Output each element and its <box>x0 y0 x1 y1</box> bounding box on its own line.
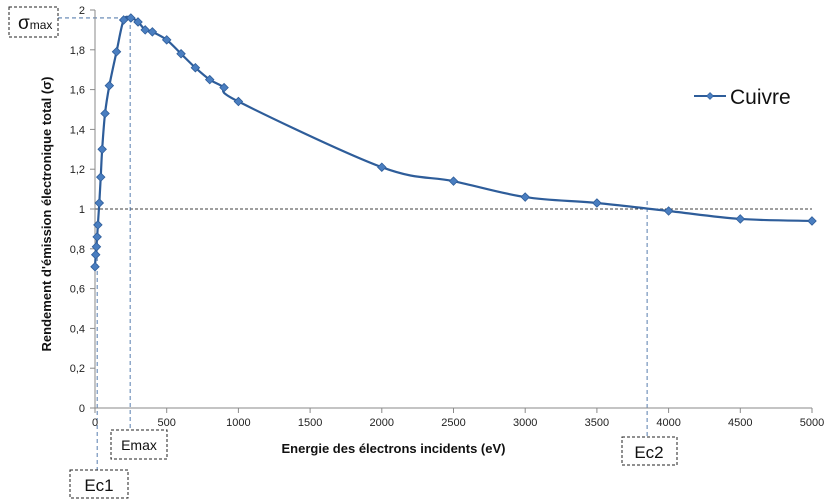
data-point <box>100 108 110 119</box>
x-tick-label: 4500 <box>728 417 752 429</box>
data-point <box>126 13 136 23</box>
legend: Cuivre <box>694 86 791 109</box>
x-tick-label: 0 <box>92 417 98 429</box>
y-tick-label: 2 <box>79 5 85 17</box>
data-point <box>91 242 102 252</box>
x-axis-ticks: 0 500 1000 1500 2000 2500 3000 3500 4000 4500 5000 <box>92 408 824 429</box>
y-tick-label: 1 <box>79 204 85 216</box>
data-point <box>377 162 387 172</box>
sigma-max-box <box>8 6 59 38</box>
y-tick-label: 1,6 <box>70 85 85 97</box>
data-point <box>90 261 100 272</box>
y-tick-label: 0,4 <box>70 323 85 335</box>
y-tick-label: 0,6 <box>70 284 85 296</box>
data-point <box>233 96 244 107</box>
y-tick-label: 1,4 <box>70 124 85 136</box>
reference-lines <box>58 17 812 470</box>
legend-label: Cuivre <box>730 86 791 109</box>
data-point <box>92 232 102 242</box>
data-point <box>190 62 201 73</box>
emax-box <box>110 429 168 460</box>
data-point <box>592 198 602 208</box>
data-point <box>176 49 186 59</box>
sigma-symbol: σ <box>18 13 30 34</box>
y-tick-label: 0 <box>79 403 85 415</box>
data-point <box>204 74 215 85</box>
y-tick-label: 1,2 <box>70 164 85 176</box>
data-point <box>448 176 459 186</box>
data-point <box>520 192 530 202</box>
data-point <box>147 27 158 37</box>
data-point <box>95 172 106 182</box>
ec2-box <box>621 436 678 466</box>
x-tick-label: 2000 <box>370 417 394 429</box>
data-point <box>663 206 674 216</box>
series-layer <box>90 13 817 272</box>
data-point <box>807 216 817 226</box>
data-point <box>111 47 122 57</box>
data-point <box>94 198 105 208</box>
y-tick-label: 1,8 <box>70 45 85 57</box>
x-tick-label: 3000 <box>513 417 537 429</box>
emax-label: Emax <box>121 437 157 453</box>
data-point <box>140 25 150 35</box>
sigma-subscript: max <box>30 18 53 32</box>
x-tick-label: 4000 <box>656 417 680 429</box>
ec2-label: Ec2 <box>634 443 663 462</box>
y-tick-label: 0,2 <box>70 363 85 375</box>
x-tick-label: 500 <box>158 417 176 429</box>
data-point <box>735 214 746 224</box>
data-point <box>219 82 229 93</box>
x-tick-label: 5000 <box>800 417 824 429</box>
ec1-box <box>69 469 129 499</box>
sigma-max-label: σmax <box>18 13 52 34</box>
data-point <box>118 15 129 25</box>
x-axis-title: Energie des électrons incidents (eV) <box>282 441 506 456</box>
x-tick-label: 1000 <box>226 417 250 429</box>
annotations: σmax Emax Ec1 Ec2 <box>8 6 678 499</box>
series-line <box>93 15 813 267</box>
legend-marker <box>706 92 714 100</box>
x-tick-label: 3500 <box>585 417 609 429</box>
data-point <box>97 144 107 155</box>
y-axis-ticks: 0 0,2 0,4 0,6 0,8 1 1,2 1,4 1,6 1,8 2 <box>70 5 95 415</box>
data-point <box>90 250 101 260</box>
ec1-label: Ec1 <box>84 476 113 495</box>
x-tick-label: 1500 <box>298 417 322 429</box>
data-point <box>161 35 172 45</box>
y-tick-label: 0,8 <box>70 244 85 256</box>
y-axis-title: Rendement d'émission électronique total … <box>39 77 54 352</box>
x-tick-label: 2500 <box>441 417 465 429</box>
data-point <box>93 220 103 230</box>
data-point <box>104 80 115 91</box>
data-point <box>133 17 143 27</box>
